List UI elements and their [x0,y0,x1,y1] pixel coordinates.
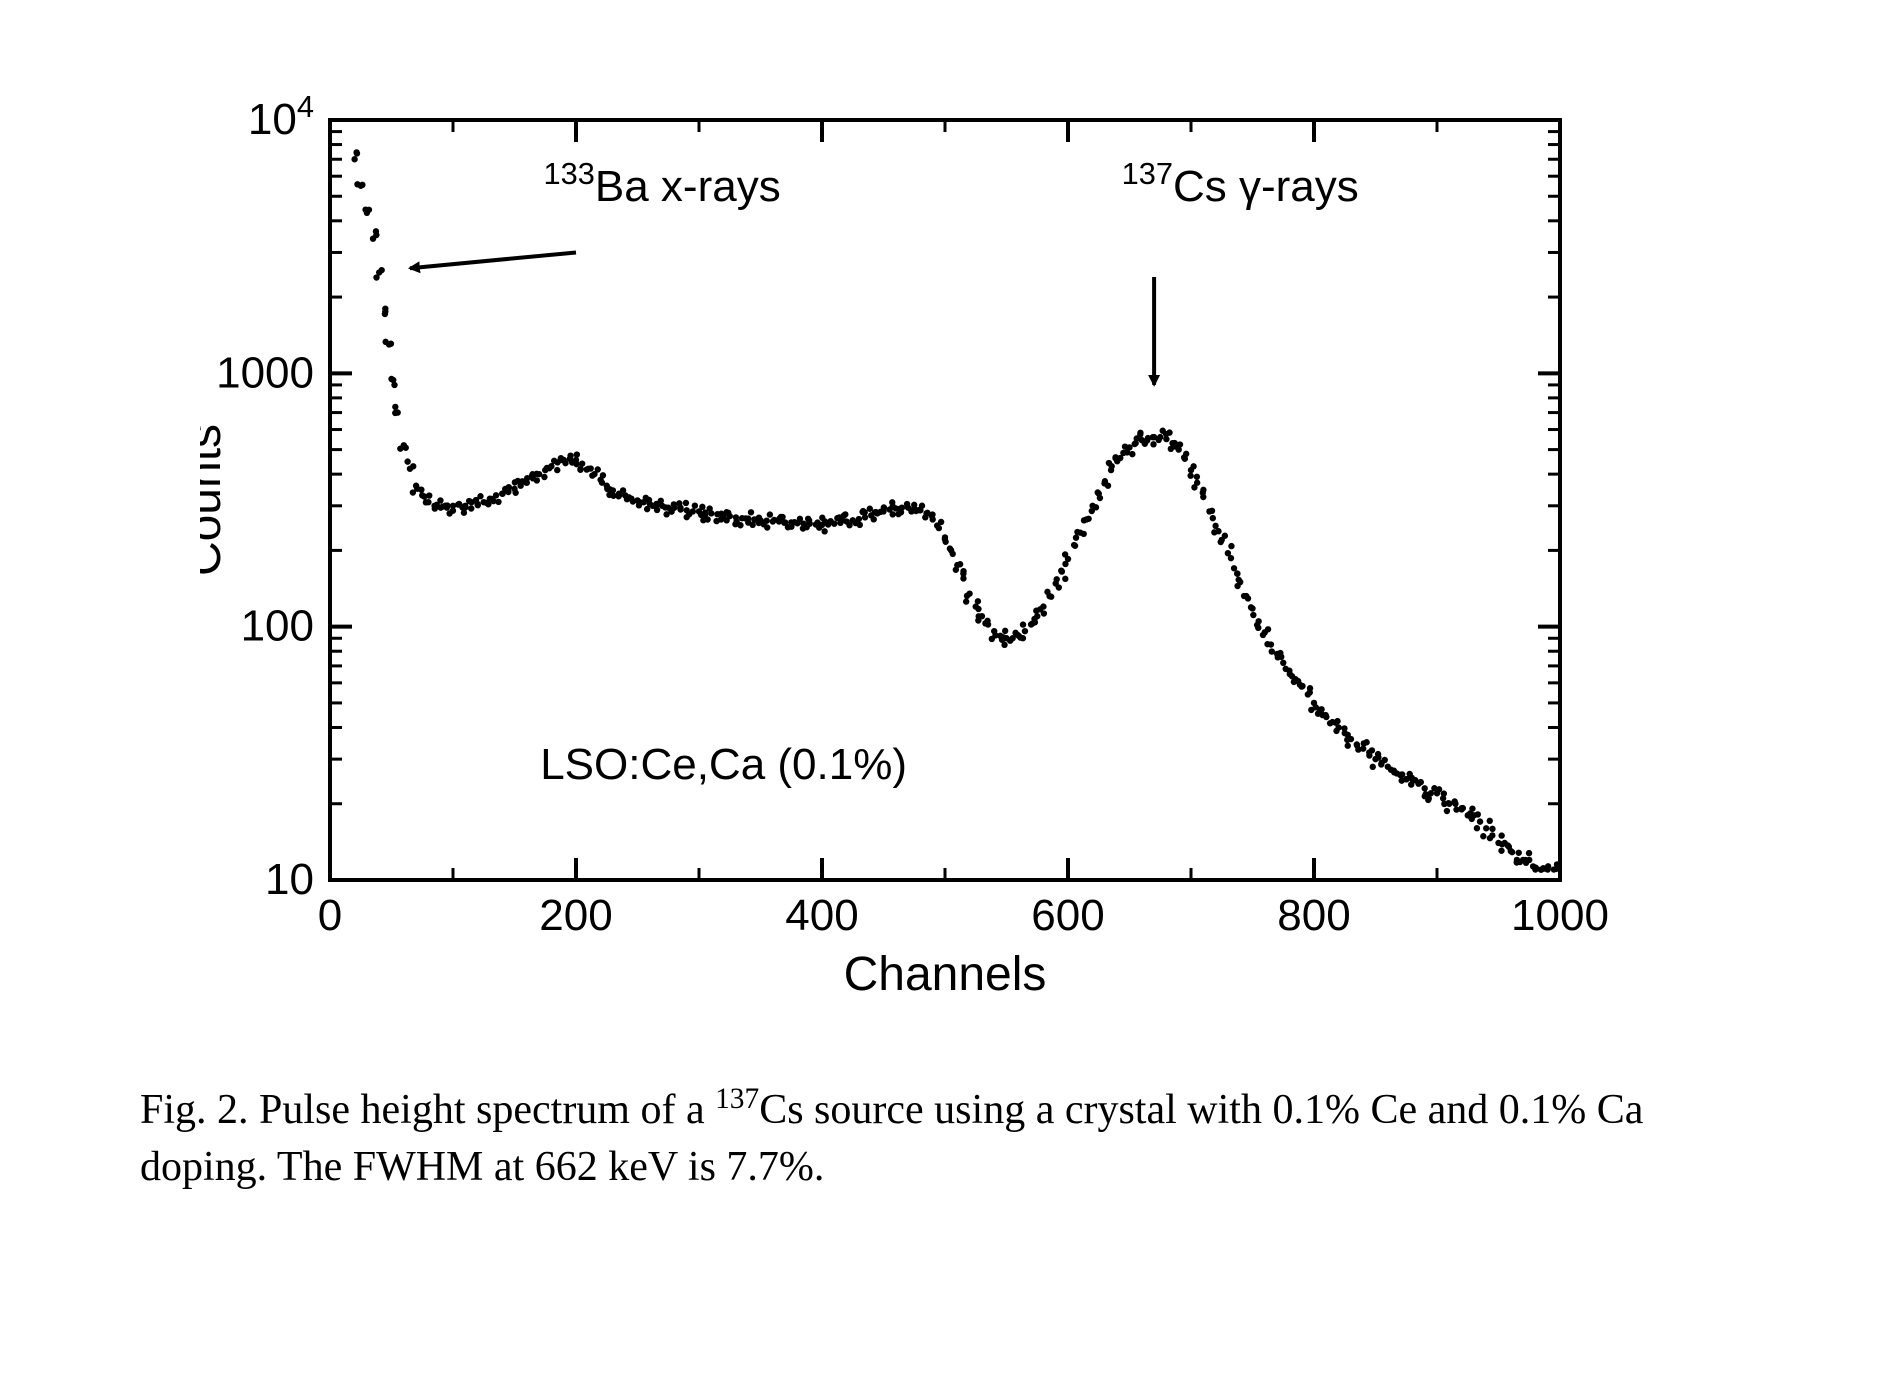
caption-fig-label: Fig. 2. [140,1087,249,1133]
annotation-cs-gamma: 137Cs γ-rays [1122,155,1359,211]
caption-sup: 137 [715,1083,759,1115]
y-axis-label: Counts [200,424,231,576]
annotation-ba-xrays: 133Ba x-rays [543,155,780,211]
x-tick-label: 800 [1277,891,1350,940]
x-tick-label: 1000 [1511,891,1609,940]
x-tick-label: 200 [539,891,612,940]
annotation-lso-label: LSO:Ce,Ca (0.1%) [540,740,907,789]
chart-svg: 0 200 400 600 800 1000 10 100 1000 104 Channels Cou… [200,40,1703,1040]
x-axis-label: Channels [844,948,1047,1001]
y-tick-label: 10 [265,855,314,904]
spectrum-chart: 0 200 400 600 800 1000 10 100 1000 104 Channels Cou… [200,40,1703,1040]
y-tick-label: 100 [241,602,314,651]
x-tick-label: 400 [785,891,858,940]
y-tick-label: 104 [248,89,314,145]
figure-caption: Fig. 2. Pulse height spectrum of a 137Cs… [140,1080,1763,1195]
x-tick-label: 0 [318,891,342,940]
page: 0 200 400 600 800 1000 10 100 1000 104 Channels Cou… [0,0,1903,1376]
x-tick-label: 600 [1031,891,1104,940]
y-tick-label: 1000 [216,348,314,397]
caption-text-pre: Pulse height spectrum of a [259,1087,715,1133]
